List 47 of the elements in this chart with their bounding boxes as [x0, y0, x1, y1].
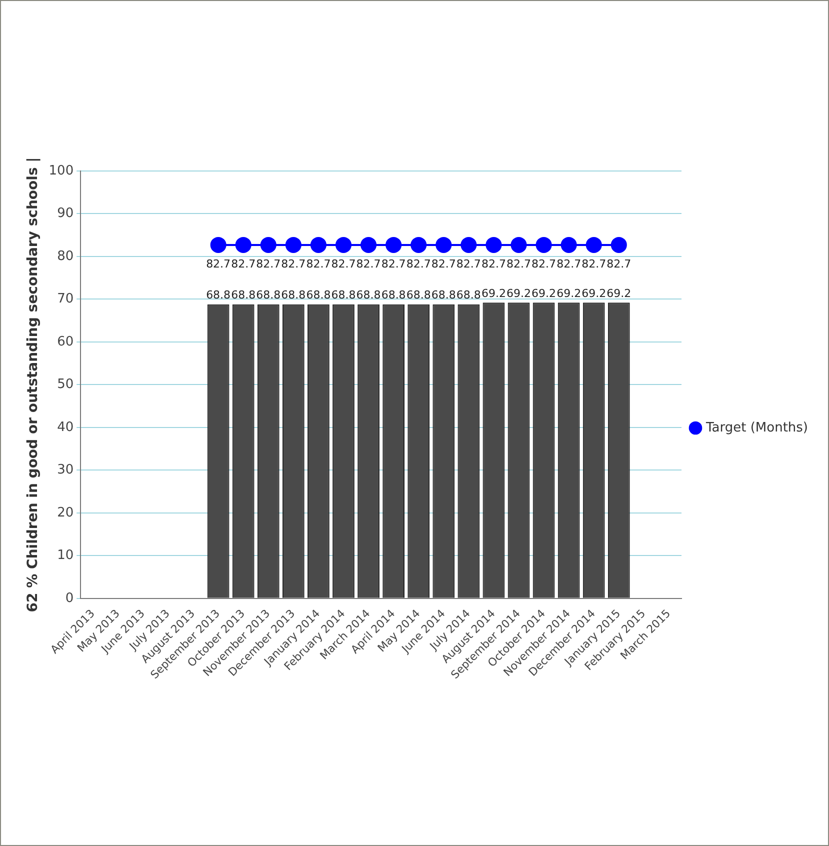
data-label: 82.7 [206, 257, 231, 270]
data-label: 82.7 [481, 257, 506, 270]
data-label: 69.2 [606, 287, 632, 300]
y-tick-label: 0 [65, 590, 74, 606]
y-tick-label: 100 [48, 163, 74, 178]
data-label: 68.8 [456, 288, 481, 302]
data-label: 82.7 [356, 257, 381, 270]
data-label: 68.8 [356, 288, 381, 302]
data-label: 82.7 [532, 257, 556, 270]
data-label: 69.2 [481, 287, 506, 300]
data-label: 69.2 [532, 287, 556, 300]
legend-label: Target (Months) [704, 420, 808, 436]
data-label: 68.8 [406, 288, 431, 302]
data-label: 69.2 [506, 287, 531, 300]
y-tick-label: 90 [57, 206, 74, 222]
data-label: 69.2 [582, 287, 606, 300]
data-label: 82.7 [281, 257, 306, 270]
data-label: 82.7 [306, 257, 331, 270]
data-label: 82.7 [406, 257, 431, 270]
data-label: 82.7 [256, 257, 281, 270]
y-tick-label: 80 [57, 248, 74, 264]
data-label: 82.7 [506, 257, 531, 270]
y-axis-title: 62 % Children in good or outstanding secondary schools | [25, 157, 42, 612]
data-label: 82.7 [582, 257, 606, 270]
data-label: 82.7 [231, 257, 256, 270]
data-label: 82.7 [331, 257, 356, 270]
data-label: 82.7 [606, 257, 632, 270]
data-label: 68.8 [256, 288, 281, 302]
y-tick-label: 70 [57, 292, 74, 307]
y-tick-label: 40 [57, 420, 74, 435]
data-label: 68.8 [381, 288, 406, 302]
data-label: 82.7 [431, 257, 456, 270]
data-label: 69.2 [556, 287, 582, 300]
data-label: 82.7 [381, 257, 406, 270]
data-label: 68.8 [206, 288, 231, 302]
data-label: 68.8 [281, 288, 306, 302]
data-label: 82.7 [456, 257, 481, 270]
data-label: 68.8 [231, 288, 256, 302]
data-label: 68.8 [331, 288, 356, 302]
data-label: 68.8 [431, 288, 456, 302]
data-label: 68.8 [306, 288, 331, 302]
y-tick-label: 20 [57, 505, 74, 520]
y-tick-label: 50 [57, 377, 74, 392]
y-tick-label: 10 [57, 548, 74, 564]
y-tick-label: 30 [57, 462, 74, 478]
data-label: 82.7 [556, 257, 582, 270]
y-tick-label: 60 [57, 334, 74, 350]
